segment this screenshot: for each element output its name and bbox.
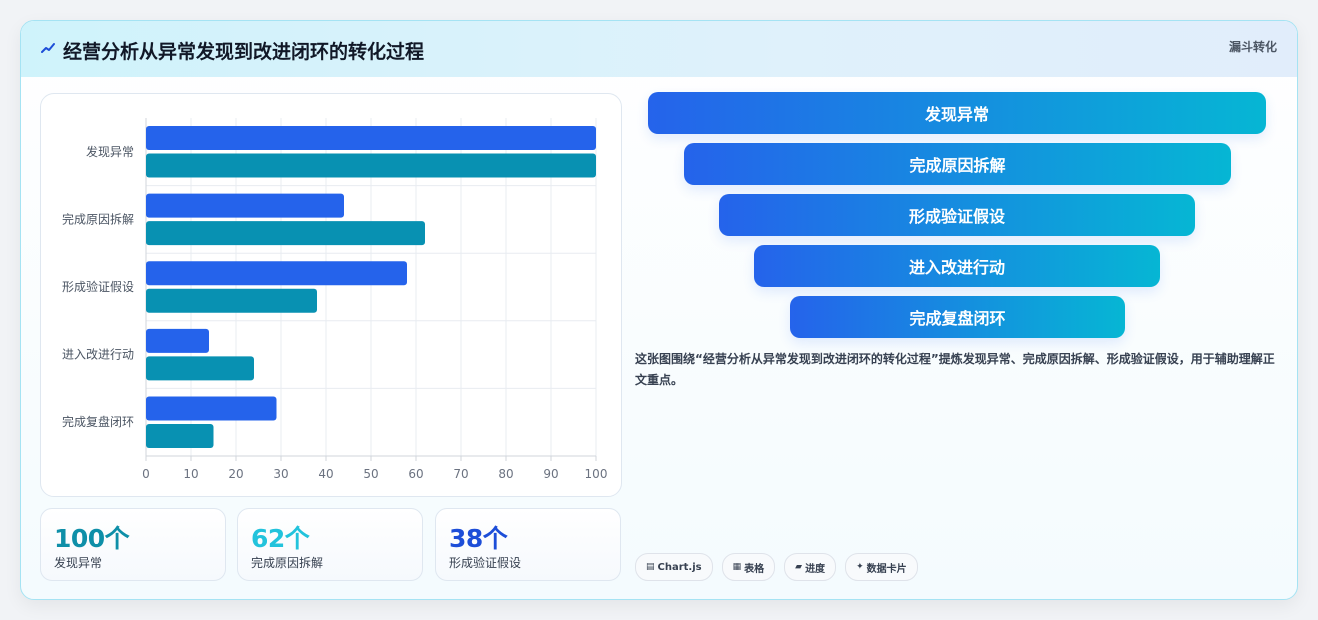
y-tick-label: 完成复盘闭环 [62,414,134,429]
x-tick-label: 0 [142,467,150,481]
funnel-stage-4: 进入改进行动 [754,245,1160,287]
bar-series-b [146,356,254,381]
x-tick-label: 60 [408,467,423,481]
x-tick-label: 10 [183,467,198,481]
sparkle-icon: ✦ [856,562,864,572]
x-tick-label: 30 [273,467,288,481]
bar-chart-svg: 0 10 20 30 40 50 60 70 80 90 100 发现异常完成原因拆解形成验证假设进入… [62,118,608,481]
bar-series-b [146,153,596,178]
bar-chart: 0 10 20 30 40 50 60 70 80 90 100 发现异常完成原因拆解 形成验证假设 进入… [40,93,622,497]
chip-label: 进度 [805,563,826,575]
bar-series-a [146,193,344,218]
chart-card: 经营分析从异常发现到改进闭环的转化过程 漏斗转化 0 10 20 30 40 50 60 70… [20,20,1298,600]
trend-icon [41,43,55,53]
x-tick-label: 70 [453,467,468,481]
bar-series-a [146,396,277,421]
progress-icon: ▰ [795,562,803,572]
chip-label: Chart.js [657,561,702,573]
funnel-stage-3: 形成验证假设 [719,194,1195,236]
chart-description: 这张图围绕“经营分析从异常发现到改进闭环的转化过程”提炼发现异常、完成原因拆解、… [635,352,1275,387]
stat-label: 完成原因拆解 [251,556,324,570]
y-tick-label: 形成验证假设 [62,279,134,294]
stat-card-hypothesis: 38个 形成验证假设 [435,508,621,581]
x-tick-label: 90 [543,467,558,481]
chip-label: 数据卡片 [866,563,907,575]
y-tick-label: 进入改进行动 [62,348,134,362]
table-icon: ▦ [732,562,742,572]
bar-series-a [146,126,596,151]
header-tag: 漏斗转化 [1228,40,1277,54]
funnel-stage-5: 完成复盘闭环 [790,296,1125,338]
page-title: 经营分析从异常发现到改进闭环的转化过程 [63,41,425,63]
stat-value: 38个 [449,524,508,553]
x-tick-label: 40 [318,467,333,481]
bar-series-a [146,261,407,286]
stat-label: 发现异常 [54,556,103,570]
stat-value: 100个 [54,524,130,553]
tech-chips: ▤ Chart.js ▦ 表格 ▰ 进度 ✦ 数据卡片 [635,553,918,581]
card-header: 经营分析从异常发现到改进闭环的转化过程 漏斗转化 [21,21,1297,77]
x-tick-label: 20 [228,467,243,481]
x-tick-label: 100 [585,467,608,481]
funnel-stage-2: 完成原因拆解 [684,143,1231,185]
chip-data-card[interactable]: ✦ 数据卡片 [845,553,918,581]
chart-icon: ▤ [646,562,655,572]
stat-label: 形成验证假设 [449,556,522,570]
x-tick-label: 50 [363,467,378,481]
funnel-stage-1: 发现异常 [648,92,1266,134]
x-tick-label: 80 [498,467,513,481]
chip-label: 表格 [744,563,765,575]
chip-table[interactable]: ▦ 表格 [721,553,776,581]
bar-series-b [146,221,425,246]
y-tick-label: 发现异常 [86,144,134,159]
bar-series-a [146,328,209,353]
y-tick-label: 完成原因拆解 [62,211,134,226]
stat-card-found: 100个 发现异常 [40,508,226,581]
stat-value: 62个 [251,524,310,553]
bar-series-b [146,423,214,448]
chip-chartjs[interactable]: ▤ Chart.js [635,553,713,581]
bar-series-b [146,288,317,313]
stat-card-decomposed: 62个 完成原因拆解 [237,508,423,581]
chip-progress[interactable]: ▰ 进度 [784,553,837,581]
